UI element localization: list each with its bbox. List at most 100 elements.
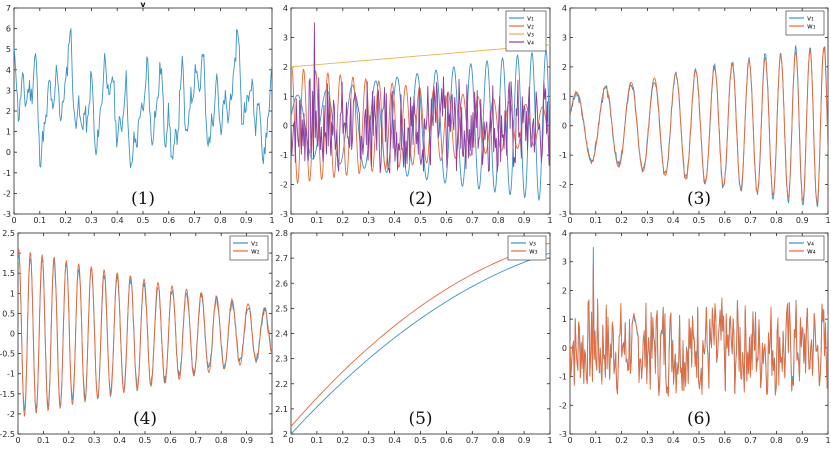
x-tick-label: 1	[547, 436, 552, 445]
x-tick-label: 0.2	[336, 436, 349, 445]
y-tick-label: 4	[562, 4, 567, 13]
y-tick-label: 2.7	[275, 254, 288, 263]
legend-entry: v₁	[807, 15, 814, 23]
x-tick-label: 0.7	[466, 216, 479, 225]
x-tick-label: 0.3	[641, 216, 654, 225]
x-tick-label: 0.2	[59, 216, 72, 225]
y-tick-label: 5	[6, 45, 11, 54]
y-tick-label: 1.5	[2, 269, 15, 278]
y-tick-label: 1	[283, 92, 288, 101]
x-tick-label: 0.7	[466, 436, 479, 445]
y-tick-label: 2	[10, 249, 15, 258]
panel-label: (3)	[687, 189, 711, 209]
legend-entry: w₃	[529, 248, 538, 256]
series-line-v₄	[570, 246, 828, 395]
x-tick-label: 0.6	[440, 436, 453, 445]
x-tick-label: 0.9	[518, 216, 531, 225]
legend-entry: v₃	[529, 240, 536, 248]
y-tick-label: 1	[6, 128, 11, 137]
x-tick-label: 0.1	[589, 436, 602, 445]
y-tick-label: 1	[562, 315, 567, 324]
x-tick-label: 0.5	[414, 216, 427, 225]
axes-box	[569, 7, 829, 215]
x-tick-label: 0.7	[188, 216, 201, 225]
legend-entry: v₂	[527, 23, 534, 31]
y-tick-label: 2	[562, 286, 567, 295]
plot-lines	[570, 45, 828, 208]
y-tick-label: -2	[3, 189, 11, 198]
x-tick-label: 0.1	[37, 436, 50, 445]
x-tick-label: 0	[567, 436, 572, 445]
panel-1: 0 0.1 0.2 0.3 0.4 0.5 0.6 0.7 0.8 0.9 1 -3 -2 -1 0 1 2 3 4…	[3, 0, 275, 225]
x-tick-label: 0.2	[615, 436, 628, 445]
panel-label: (4)	[133, 409, 157, 429]
y-tick-label: -1	[559, 373, 567, 382]
series-line-w₄	[570, 264, 828, 397]
plot-lines	[14, 28, 272, 169]
plot-lines	[18, 248, 272, 417]
x-tick-label: 0.5	[693, 216, 706, 225]
y-tick-label: 2	[283, 430, 288, 439]
y-tick-label: -3	[280, 210, 288, 219]
y-tick-label: 7	[6, 4, 11, 13]
x-tick-label: 0.8	[492, 216, 505, 225]
axes-box	[290, 232, 551, 435]
panel-5: 0 0.1 0.2 0.3 0.4 0.5 0.6 0.7 0.8 0.9 1 2 2.1 2.2 2.3 2…	[275, 229, 552, 445]
y-tick-label: -3	[559, 430, 567, 439]
panel-label: (1)	[131, 189, 155, 209]
x-tick-label: 0.5	[139, 436, 152, 445]
y-tick-label: 2	[562, 63, 567, 72]
x-tick-label: 0.5	[693, 436, 706, 445]
x-tick-label: 0.2	[336, 216, 349, 225]
y-tick-label: -1	[559, 151, 567, 160]
y-tick-label: 2.8	[275, 229, 288, 238]
x-tick-label: 0.4	[113, 436, 126, 445]
panel-label: (2)	[408, 189, 432, 209]
x-tick-label: 1	[825, 216, 830, 225]
axes-box	[17, 232, 273, 435]
plot-lines	[291, 242, 550, 434]
y-tick-label: 0	[283, 122, 288, 131]
x-tick-label: 0.8	[770, 436, 783, 445]
x-tick-label: 0.1	[311, 436, 324, 445]
legend-entry: v₄	[527, 39, 534, 47]
x-tick-label: 0.6	[162, 216, 175, 225]
x-tick-label: 0.2	[615, 216, 628, 225]
x-tick-label: 1	[269, 436, 274, 445]
x-tick-label: 0.9	[240, 216, 253, 225]
y-tick-label: 4	[283, 4, 288, 13]
y-tick-label: 0	[6, 148, 11, 157]
x-tick-label: 0	[288, 436, 293, 445]
y-tick-label: -2	[7, 410, 15, 419]
panel-label: (6)	[687, 409, 711, 429]
series-line-v₂	[291, 66, 550, 184]
y-tick-label: 0	[562, 122, 567, 131]
x-tick-label: 0.3	[641, 436, 654, 445]
panel-label: (5)	[408, 409, 432, 429]
x-tick-label: 0.6	[718, 216, 731, 225]
series-line-w₂	[18, 248, 272, 417]
x-tick-label: 0.3	[362, 216, 375, 225]
x-tick-label: 0.8	[492, 436, 505, 445]
x-tick-label: 0.3	[88, 436, 101, 445]
y-tick-label: -3	[559, 210, 567, 219]
x-tick-label: 1	[547, 216, 552, 225]
y-tick-label: -2	[280, 181, 288, 190]
y-tick-label: -2.5	[0, 430, 15, 439]
y-tick-label: 2.1	[275, 405, 288, 414]
x-tick-label: 0.9	[796, 436, 809, 445]
y-tick-label: 3	[562, 33, 567, 42]
x-tick-label: 0.8	[214, 216, 227, 225]
x-tick-label: 0	[11, 216, 16, 225]
y-tick-label: 4	[562, 229, 567, 238]
y-tick-label: 2	[283, 63, 288, 72]
y-tick-label: 2.5	[275, 304, 288, 313]
y-tick-label: -1.5	[0, 390, 15, 399]
y-tick-label: 2.5	[2, 229, 15, 238]
y-tick-label: 2.4	[275, 330, 288, 339]
legend-entry: v₃	[527, 31, 534, 39]
x-tick-label: 0.8	[770, 216, 783, 225]
y-tick-label: 3	[6, 86, 11, 95]
